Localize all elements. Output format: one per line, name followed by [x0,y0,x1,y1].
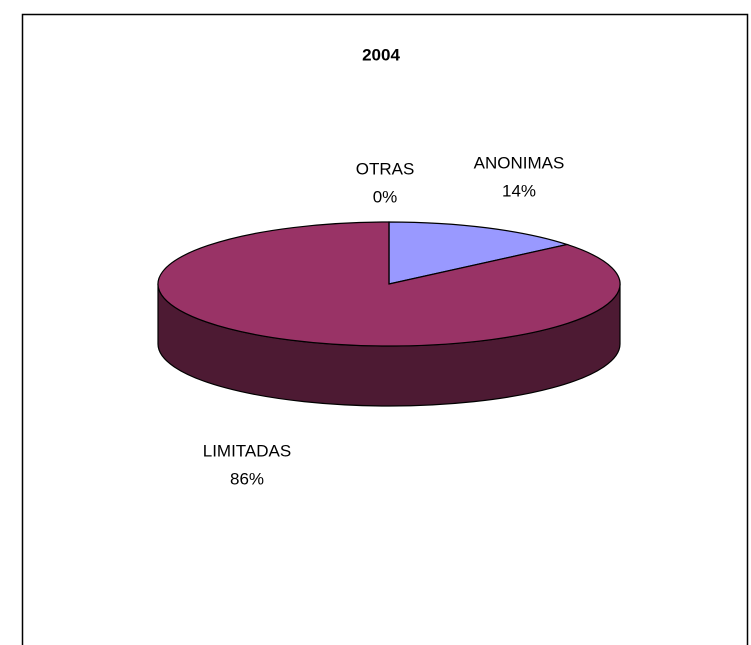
slice-value-label: 86% [230,469,264,488]
slice-label: ANONIMAS [474,153,565,172]
slice-value-label: 0% [373,187,398,206]
slice-value-label: 14% [502,181,536,200]
chart-frame [21,13,749,645]
slice-label: OTRAS [356,159,415,178]
pie-slice [388,221,570,285]
slice-label: LIMITADAS [203,441,291,460]
chart-title: 2004 [362,45,400,64]
